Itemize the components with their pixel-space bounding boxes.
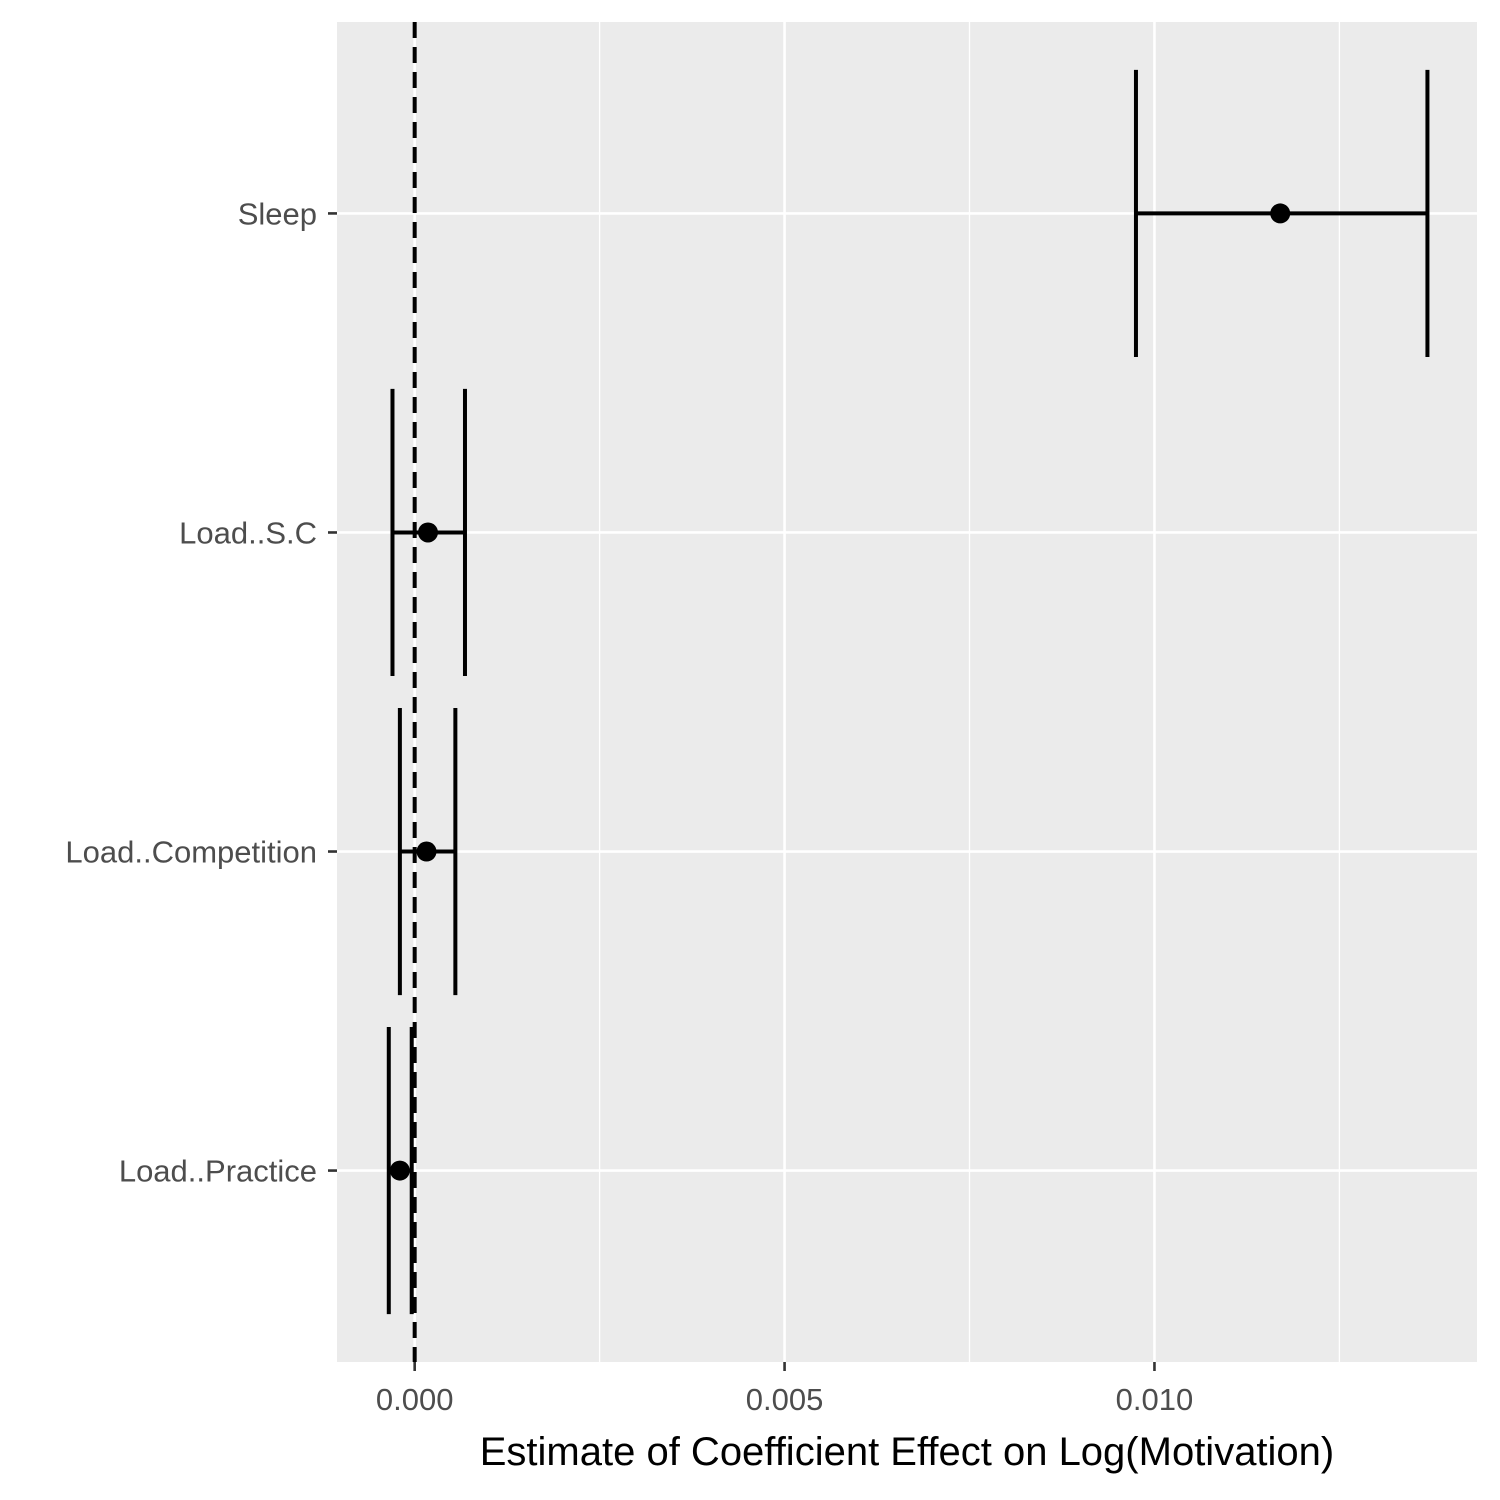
y-axis: Sleep Load..S.C Load..Competition Load..Pra… — [65, 196, 337, 1189]
error-bars-layer — [386, 69, 1430, 1315]
estimate-point-2 — [416, 841, 437, 862]
major-gridlines — [337, 22, 1477, 1362]
x-tick-label-1: 0.005 — [746, 1382, 824, 1417]
y-tick-label-2: Load..Competition — [65, 835, 317, 870]
y-tick-label-1: Load..S.C — [179, 515, 317, 550]
estimate-point-0 — [1270, 203, 1291, 224]
plot-panel — [337, 22, 1477, 1362]
estimate-point-3 — [389, 1160, 410, 1181]
x-tick-label-0: 0.000 — [376, 1382, 454, 1417]
x-tick-label-2: 0.010 — [1116, 1382, 1194, 1417]
x-axis-title: Estimate of Coefficient Effect on Log(Mo… — [480, 1430, 1335, 1474]
estimate-point-1 — [417, 522, 438, 543]
x-axis: 0.000 0.005 0.010 — [376, 1362, 1193, 1417]
y-tick-label-3: Load..Practice — [119, 1154, 317, 1189]
y-tick-label-0: Sleep — [238, 196, 317, 231]
minor-gridlines — [598, 22, 1341, 1362]
